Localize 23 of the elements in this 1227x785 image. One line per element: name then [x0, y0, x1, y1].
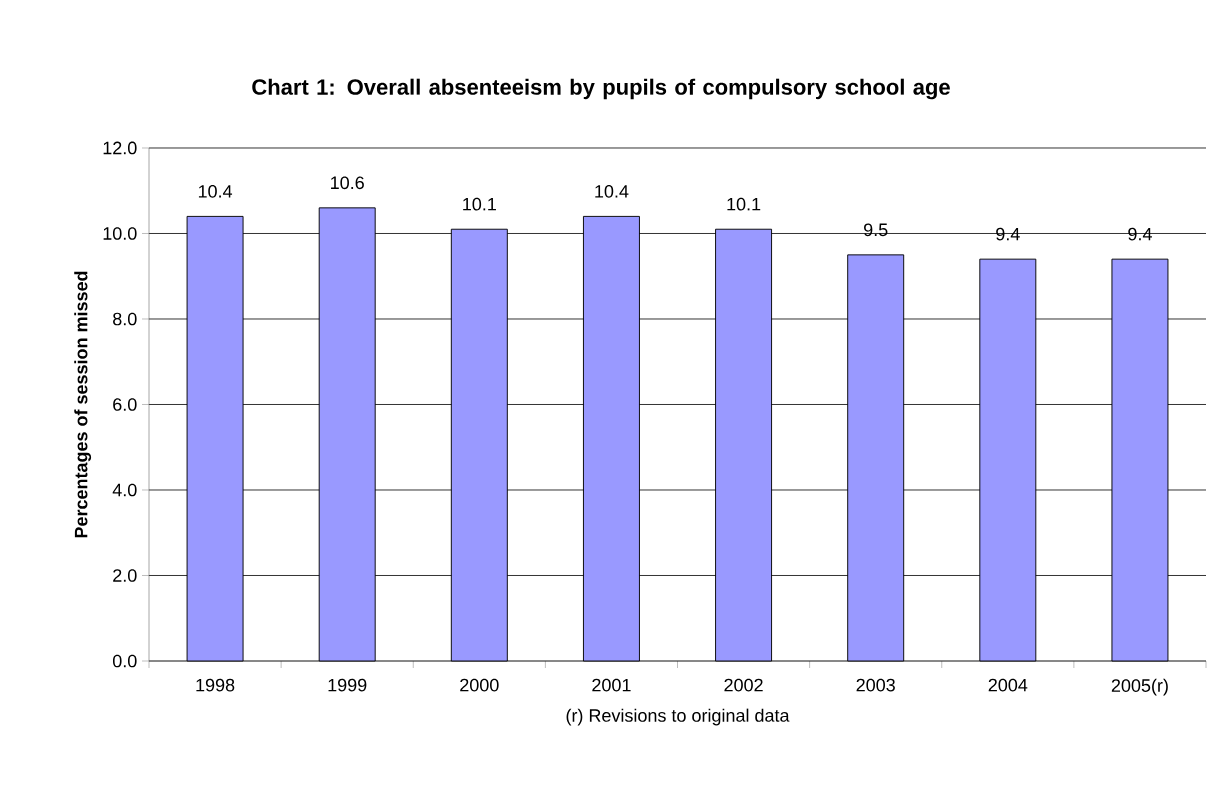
- x-tick-label: 1999: [328, 678, 367, 692]
- x-tick-label: 2002: [724, 678, 763, 692]
- x-tick-label: 2000: [460, 678, 499, 692]
- data-label: 10.6: [331, 176, 364, 190]
- data-label: 10.1: [727, 197, 761, 211]
- y-axis-title: Percentages of session missed: [74, 271, 92, 538]
- x-tick-label: 1998: [196, 678, 235, 692]
- y-tick-label: 12.0: [103, 141, 137, 155]
- y-tick-label: 8.0: [113, 312, 137, 326]
- y-tick-label: 0.0: [112, 654, 137, 668]
- y-tick-label: 10.0: [103, 227, 137, 240]
- data-label: 10.4: [595, 184, 629, 198]
- y-tick-label: 6.0: [113, 398, 137, 411]
- data-label: 10.1: [463, 197, 496, 211]
- y-tick-label: 4.0: [112, 483, 137, 497]
- x-tick-label: 2001: [592, 678, 631, 692]
- x-tick-label: 2004: [988, 678, 1028, 692]
- chart-title: Chart 1: Overall absenteeism by pupils of compulsory school age: [252, 78, 950, 100]
- x-axis-title: (r) Revisions to original data: [566, 708, 790, 726]
- data-label: 10.4: [198, 184, 233, 198]
- x-tick-label: 2003: [856, 678, 895, 692]
- x-tick-label: 2005(r): [1111, 678, 1168, 696]
- y-tick-label: 2.0: [113, 569, 137, 582]
